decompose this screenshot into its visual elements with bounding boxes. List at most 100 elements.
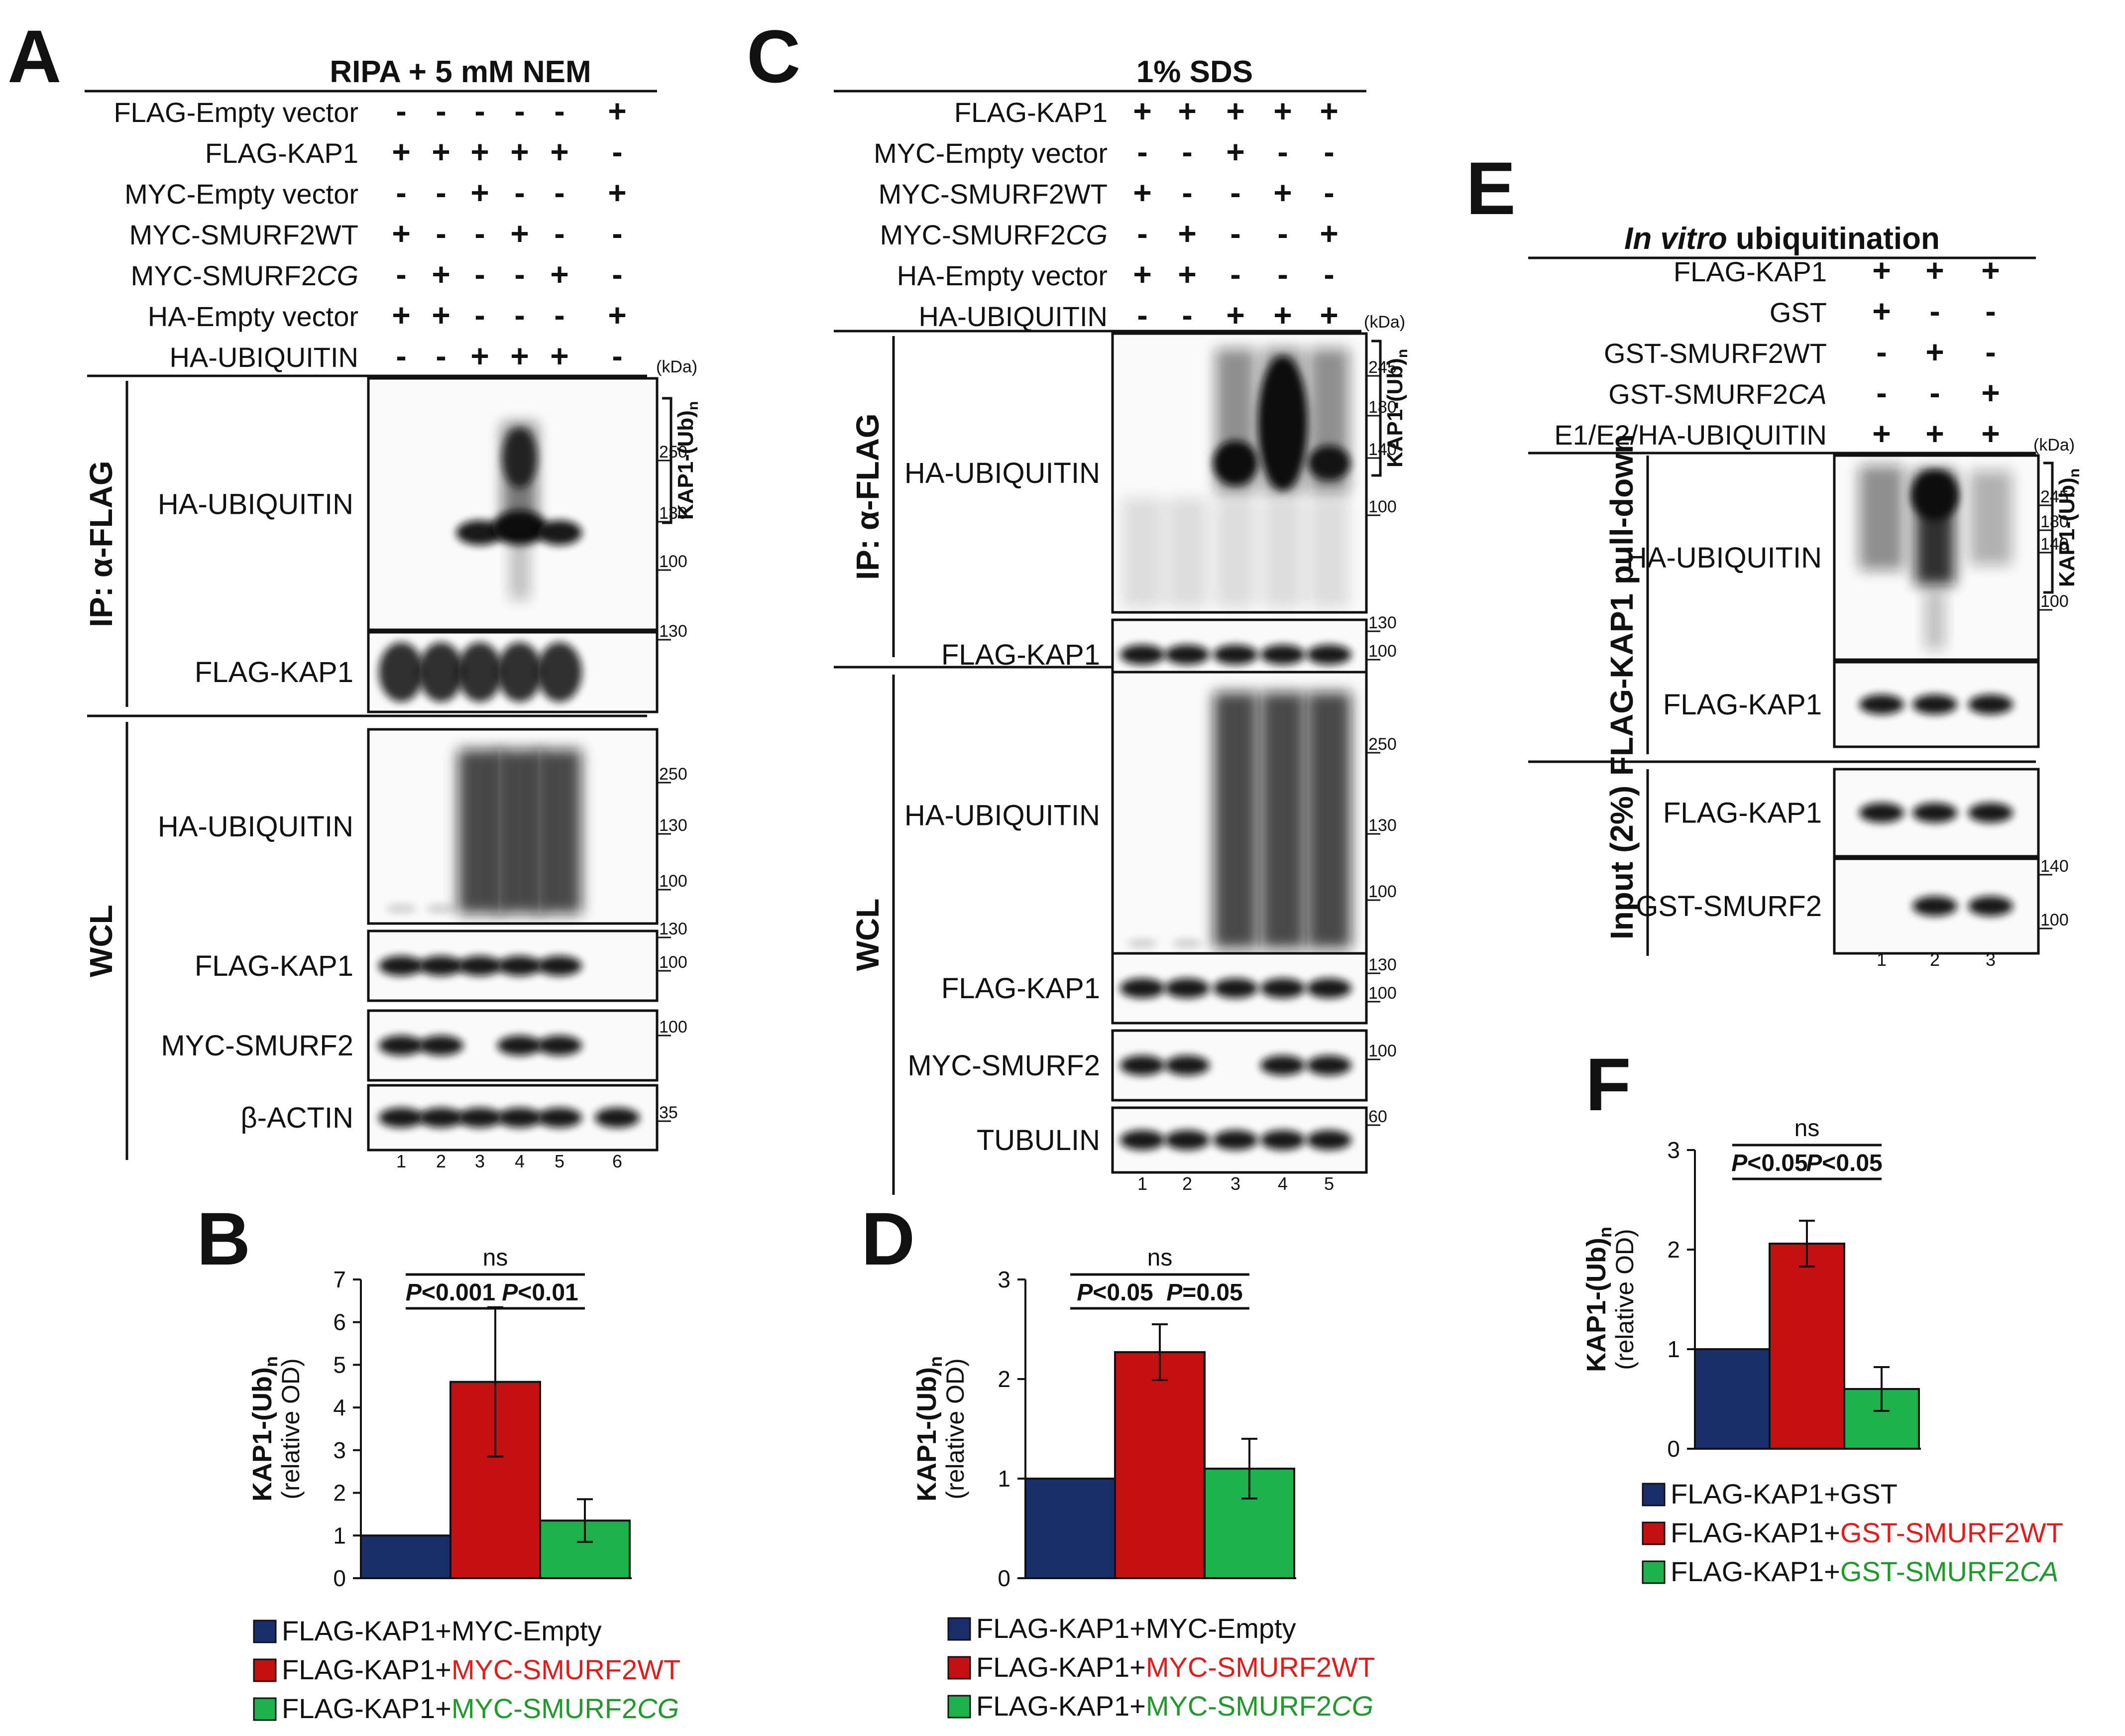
condition-label: FLAG-KAP1 bbox=[205, 137, 358, 169]
blot-label: FLAG-KAP1 bbox=[195, 950, 353, 982]
condition-sign: + bbox=[1925, 416, 1944, 452]
y-tick-label: 6 bbox=[333, 1309, 346, 1335]
blot-content bbox=[379, 1108, 640, 1128]
blot-content bbox=[1120, 1130, 1351, 1150]
legend-entry: FLAG-KAP1+MYC-SMURF2CG bbox=[282, 1693, 679, 1724]
blot-label: HA-UBIQUITIN bbox=[904, 457, 1100, 489]
mw-marker: 130 bbox=[659, 816, 687, 835]
blot-label: FLAG-KAP1 bbox=[941, 639, 1100, 671]
section-label: Input (2%) bbox=[1604, 786, 1640, 939]
condition-sign: + bbox=[1872, 252, 1891, 288]
band bbox=[457, 956, 502, 976]
band bbox=[1307, 1055, 1351, 1075]
blot-label: TUBULIN bbox=[977, 1124, 1100, 1157]
bar-2 bbox=[1114, 1351, 1206, 1579]
condition-label: HA-UBIQUITIN bbox=[918, 301, 1108, 332]
y-tick-label: 2 bbox=[333, 1480, 346, 1506]
band bbox=[426, 905, 456, 913]
smear bbox=[498, 749, 542, 914]
section-label: WCL bbox=[850, 899, 886, 971]
condition-sign: - bbox=[1137, 134, 1147, 170]
legend-entry: FLAG-KAP1+GST-SMURF2WT bbox=[1671, 1517, 2063, 1548]
condition-sign: - bbox=[1230, 175, 1240, 211]
y-axis-sublabel: (relative OD) bbox=[277, 1358, 305, 1499]
condition-sign: - bbox=[396, 175, 406, 211]
band bbox=[1120, 978, 1165, 998]
condition-sign: - bbox=[474, 216, 485, 251]
condition-sign: + bbox=[1320, 297, 1338, 333]
condition-label: MYC-SMURF2CG bbox=[880, 219, 1108, 250]
condition-sign: - bbox=[1230, 216, 1240, 251]
y-tick-label: 0 bbox=[333, 1565, 346, 1591]
condition-sign: - bbox=[1182, 134, 1192, 170]
blot-content bbox=[1127, 692, 1351, 948]
condition-sign: - bbox=[554, 216, 564, 251]
condition-sign: + bbox=[1925, 252, 1944, 288]
bar-1 bbox=[1694, 1348, 1771, 1450]
blot-content bbox=[1120, 978, 1351, 998]
significance-label: P=0.05 bbox=[1166, 1279, 1242, 1306]
condition-label: HA-Empty vector bbox=[897, 260, 1108, 291]
condition-label: MYC-SMURF2WT bbox=[879, 178, 1108, 210]
condition-sign: + bbox=[392, 134, 410, 170]
y-axis-sublabel: (relative OD) bbox=[1611, 1229, 1639, 1370]
significance-label: ns bbox=[1794, 1115, 1820, 1142]
band bbox=[1165, 645, 1210, 665]
smear bbox=[1307, 692, 1351, 948]
ub-bracket bbox=[662, 397, 672, 524]
condition-sign: + bbox=[1872, 293, 1891, 329]
lane-number: 3 bbox=[1230, 1173, 1240, 1194]
band bbox=[537, 642, 582, 702]
band bbox=[1258, 356, 1308, 490]
panel-header: RIPA + 5 mM NEM bbox=[330, 55, 591, 89]
condition-sign: + bbox=[1133, 93, 1151, 129]
y-tick-label: 3 bbox=[998, 1267, 1010, 1292]
legend-entry: FLAG-KAP1+GST bbox=[1671, 1478, 1898, 1509]
blot-label: β-ACTIN bbox=[240, 1102, 353, 1134]
condition-sign: + bbox=[432, 134, 450, 170]
significance-label: P<0.05 bbox=[1731, 1150, 1807, 1176]
y-tick-label: 3 bbox=[1667, 1137, 1680, 1163]
legend-swatch bbox=[253, 1697, 277, 1721]
condition-sign: + bbox=[608, 297, 626, 333]
y-tick-label: 1 bbox=[333, 1522, 346, 1548]
mw-marker: 250 bbox=[659, 443, 687, 462]
condition-sign: + bbox=[470, 175, 489, 211]
blot-label: HA-UBIQUITIN bbox=[904, 800, 1100, 832]
condition-label: FLAG-KAP1 bbox=[1674, 256, 1827, 287]
mw-marker: 60 bbox=[1368, 1107, 1387, 1126]
band bbox=[419, 956, 463, 976]
bar-1 bbox=[1024, 1478, 1116, 1579]
condition-label: FLAG-Empty vector bbox=[113, 97, 358, 128]
blot-label: FLAG-KAP1 bbox=[1663, 689, 1822, 721]
condition-sign: - bbox=[396, 256, 406, 292]
condition-sign: - bbox=[436, 93, 446, 129]
blot-label: GST-SMURF2 bbox=[1636, 890, 1822, 923]
condition-sign: + bbox=[1925, 334, 1944, 370]
band bbox=[1968, 896, 2013, 916]
blot-label: MYC-SMURF2 bbox=[161, 1030, 353, 1062]
section-label: IP: α-FLAG bbox=[83, 461, 119, 627]
band bbox=[497, 1108, 542, 1128]
mw-marker: 100 bbox=[1368, 497, 1397, 516]
legend-entry: FLAG-KAP1+MYC-SMURF2WT bbox=[282, 1654, 680, 1685]
condition-label: HA-Empty vector bbox=[148, 301, 358, 332]
lane-number: 4 bbox=[515, 1151, 525, 1171]
condition-sign: - bbox=[436, 175, 446, 211]
band bbox=[379, 956, 424, 976]
condition-sign: + bbox=[1273, 175, 1292, 211]
band bbox=[386, 905, 416, 913]
condition-sign: - bbox=[1137, 297, 1147, 333]
condition-label: MYC-Empty vector bbox=[124, 178, 358, 210]
condition-sign: - bbox=[1182, 297, 1192, 333]
blot-content bbox=[1859, 694, 2013, 714]
condition-sign: + bbox=[392, 297, 410, 333]
condition-sign: + bbox=[432, 256, 450, 292]
ub-bracket bbox=[2043, 462, 2054, 594]
condition-sign: + bbox=[1981, 416, 2000, 452]
bar-1 bbox=[360, 1534, 451, 1579]
y-axis-label: KAP1-(Ub)n bbox=[912, 1356, 946, 1502]
band bbox=[457, 1108, 502, 1128]
